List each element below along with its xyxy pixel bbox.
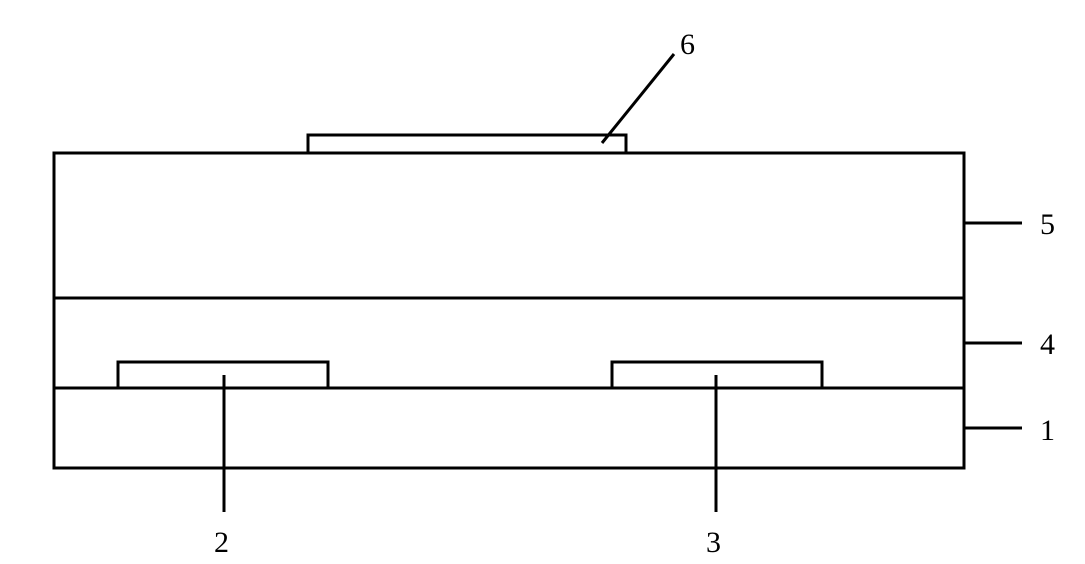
leader-to-6 — [602, 54, 674, 143]
label-5: 5 — [1040, 208, 1055, 241]
label-2: 2 — [214, 526, 229, 559]
label-1: 1 — [1040, 414, 1055, 447]
leader-lines — [224, 54, 1022, 512]
tab-6-top-strip — [308, 135, 626, 153]
label-3: 3 — [706, 526, 721, 559]
label-6: 6 — [680, 28, 695, 61]
layer-5 — [54, 153, 964, 298]
layer-1-substrate — [54, 388, 964, 468]
cross-section-diagram: 6 5 4 1 2 3 — [0, 0, 1085, 564]
label-4: 4 — [1040, 328, 1055, 361]
